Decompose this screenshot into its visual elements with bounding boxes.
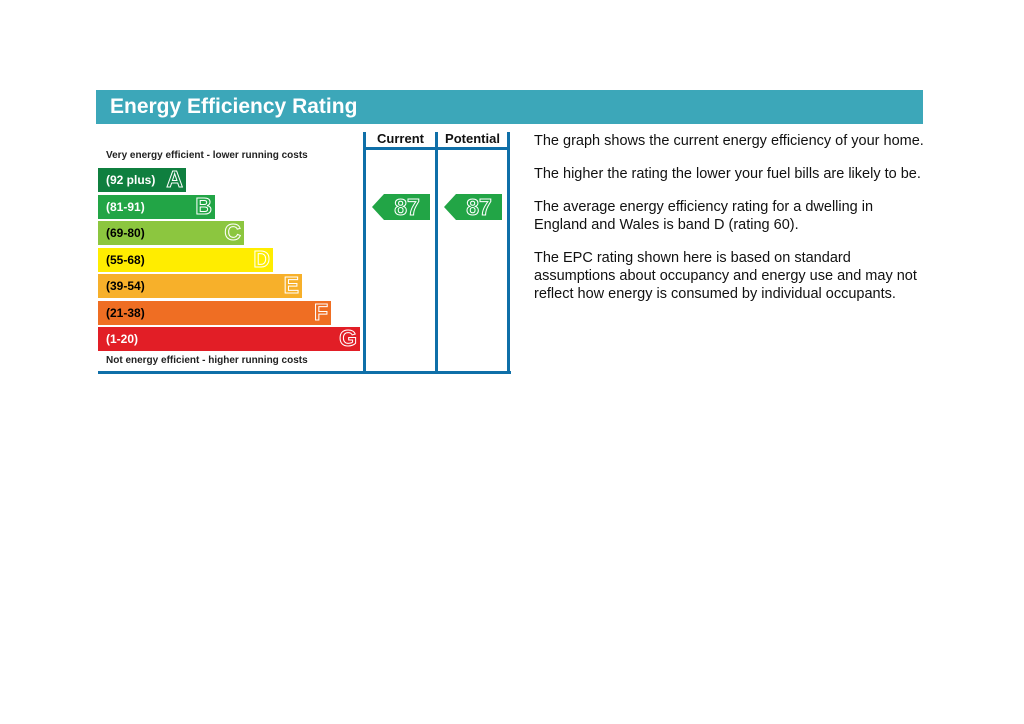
potential-column-right-border bbox=[507, 132, 510, 374]
current-column-right-border bbox=[435, 132, 438, 374]
potential-rating-arrow: 87 bbox=[444, 193, 502, 220]
band-d: (55-68) D bbox=[98, 245, 273, 272]
band-range: (69-80) bbox=[106, 226, 145, 240]
band-a: (92 plus) A bbox=[98, 166, 186, 193]
chart-title: Energy Efficiency Rating bbox=[96, 90, 923, 124]
band-range: (55-68) bbox=[106, 252, 145, 267]
bottom-label: Not energy efficient - higher running co… bbox=[106, 355, 308, 366]
description-paragraph: The graph shows the current energy effic… bbox=[534, 133, 924, 149]
description: The graph shows the current energy effic… bbox=[534, 132, 924, 318]
band-letter: E bbox=[283, 272, 299, 299]
band-range: (92 plus) bbox=[106, 173, 156, 187]
band-c: (69-80) C bbox=[98, 219, 244, 246]
band-letter: F bbox=[313, 298, 328, 325]
band-g: (1-20) G bbox=[98, 325, 360, 352]
arrow-shape bbox=[372, 193, 430, 220]
band-letter: D bbox=[253, 245, 271, 272]
description-paragraph: The higher the rating the lower your fue… bbox=[534, 166, 921, 182]
band-range: (1-20) bbox=[106, 332, 139, 346]
chart-bottom-border bbox=[98, 371, 511, 374]
current-column-left-border bbox=[363, 132, 366, 374]
band-letter: A bbox=[166, 166, 184, 193]
potential-column-header: Potential bbox=[445, 131, 500, 146]
description-paragraph: The average energy efficiency rating for… bbox=[534, 199, 874, 233]
band-e: (39-54) E bbox=[98, 272, 302, 299]
band-letter: B bbox=[195, 192, 213, 219]
description-paragraph: The EPC rating shown here is based on st… bbox=[534, 250, 917, 302]
band-range: (21-38) bbox=[106, 305, 145, 320]
potential-rating-value: 87 bbox=[466, 193, 493, 220]
column-header-divider bbox=[363, 147, 510, 150]
top-label: Very energy efficient - lower running co… bbox=[106, 150, 308, 161]
band-b: (81-91) B bbox=[98, 192, 215, 219]
band-range: (39-54) bbox=[106, 279, 145, 293]
current-rating-value: 87 bbox=[394, 193, 421, 220]
band-f: (21-38) F bbox=[98, 298, 331, 325]
band-range: (81-91) bbox=[106, 199, 145, 214]
band-letter: G bbox=[339, 325, 358, 352]
band-letter: C bbox=[224, 219, 242, 246]
current-column-header: Current bbox=[377, 131, 424, 146]
arrow-shape bbox=[444, 193, 502, 220]
current-rating-arrow: 87 bbox=[372, 193, 430, 220]
rating-chart: Current Potential Very energy efficient … bbox=[96, 128, 511, 376]
